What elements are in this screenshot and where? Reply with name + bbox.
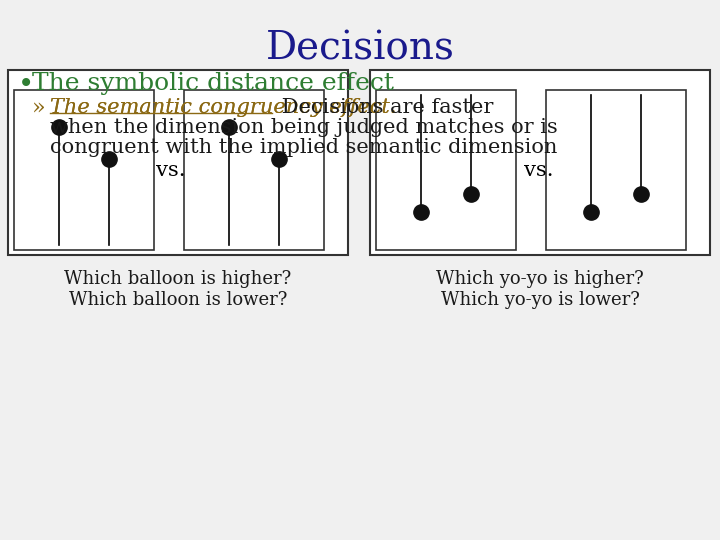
FancyBboxPatch shape bbox=[14, 90, 154, 250]
FancyBboxPatch shape bbox=[370, 70, 710, 255]
Text: Decisions are faster: Decisions are faster bbox=[275, 98, 493, 117]
Text: The semantic congruency effect.: The semantic congruency effect. bbox=[50, 98, 397, 117]
Text: congruent with the implied semantic dimension: congruent with the implied semantic dime… bbox=[50, 138, 557, 157]
FancyBboxPatch shape bbox=[8, 70, 348, 255]
Text: Which yo-yo is higher?
Which yo-yo is lower?: Which yo-yo is higher? Which yo-yo is lo… bbox=[436, 270, 644, 309]
FancyBboxPatch shape bbox=[184, 90, 324, 250]
Text: »: » bbox=[32, 98, 45, 120]
Text: The symbolic distance effect: The symbolic distance effect bbox=[32, 72, 394, 95]
Text: The semantic congruency effect.: The semantic congruency effect. bbox=[50, 98, 397, 117]
Text: when the dimension being judged matches or is: when the dimension being judged matches … bbox=[50, 118, 558, 137]
Text: Which balloon is higher?
Which balloon is lower?: Which balloon is higher? Which balloon i… bbox=[64, 270, 292, 309]
FancyBboxPatch shape bbox=[376, 90, 516, 250]
FancyBboxPatch shape bbox=[546, 90, 686, 250]
Text: vs.: vs. bbox=[524, 160, 554, 179]
Text: •: • bbox=[18, 72, 35, 99]
Text: Decisions: Decisions bbox=[266, 30, 454, 67]
Text: vs.: vs. bbox=[156, 160, 186, 179]
